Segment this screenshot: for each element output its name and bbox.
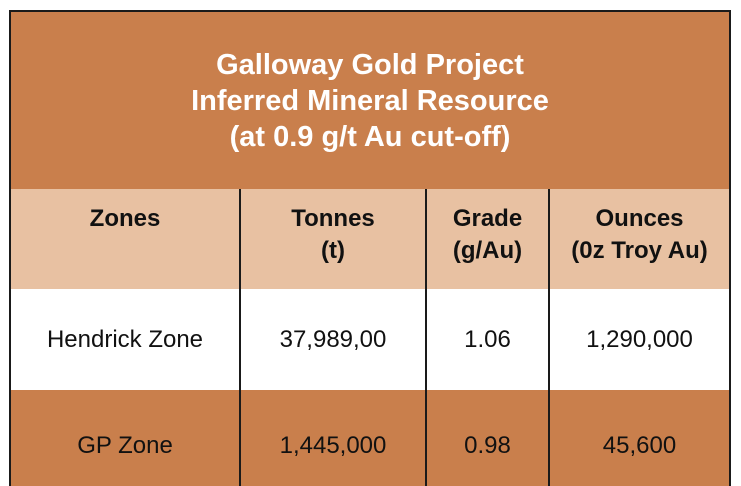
header-row: Zones Tonnes (t) Grade (g/Au) Ounces (0z…: [11, 189, 729, 289]
cell-tonnes: 1,445,000: [239, 390, 425, 486]
resource-table: Galloway Gold Project Inferred Mineral R…: [9, 10, 731, 486]
header-grade-label: Grade: [452, 205, 523, 232]
header-ounces-unit: (0z Troy Au): [571, 237, 708, 264]
title-line-resource: Inferred Mineral Resource: [191, 84, 549, 117]
header-zones-label: Zones: [89, 205, 161, 232]
cell-ounces: 1,290,000: [548, 289, 729, 390]
table-row: Hendrick Zone 37,989,00 1.06 1,290,000: [11, 289, 729, 390]
header-zones: Zones: [11, 189, 239, 289]
title-line-cutoff: (at 0.9 g/t Au cut-off): [229, 120, 511, 153]
header-ounces-label: Ounces: [595, 205, 684, 232]
table-row: GP Zone 1,445,000 0.98 45,600: [11, 390, 729, 486]
header-grade: Grade (g/Au): [425, 189, 548, 289]
cell-grade: 0.98: [425, 390, 548, 486]
header-ounces: Ounces (0z Troy Au): [548, 189, 729, 289]
header-tonnes: Tonnes (t): [239, 189, 425, 289]
cell-grade: 1.06: [425, 289, 548, 390]
header-grade-unit: (g/Au): [452, 237, 523, 264]
table-title: Galloway Gold Project Inferred Mineral R…: [11, 12, 729, 189]
cell-zone: Hendrick Zone: [46, 325, 204, 353]
header-tonnes-unit: (t): [321, 237, 345, 264]
cell-tonnes: 37,989,00: [239, 289, 425, 390]
cell-zone: GP Zone: [77, 432, 173, 459]
header-tonnes-label: Tonnes: [291, 205, 375, 232]
cell-ounces: 45,600: [548, 390, 729, 486]
title-line-project: Galloway Gold Project: [216, 48, 524, 81]
